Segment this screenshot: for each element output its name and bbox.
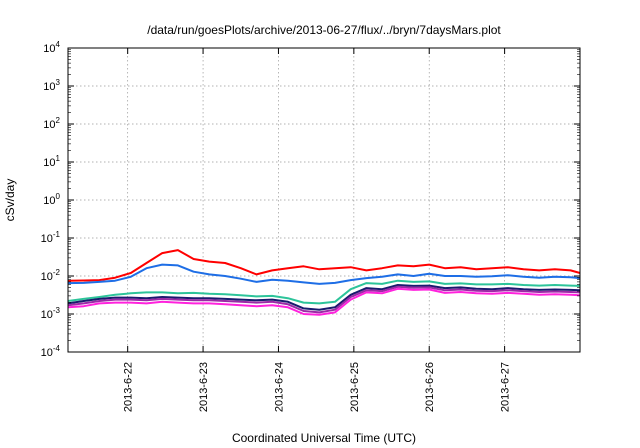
y-tick-base: 10 <box>41 271 53 283</box>
y-tick-exponent: 2 <box>56 116 61 125</box>
y-tick-exponent: -1 <box>53 230 61 239</box>
y-tick-exponent: 1 <box>56 154 61 163</box>
x-tick-label: 2013-6-24 <box>273 362 285 412</box>
y-tick-label: 10-1 <box>41 230 61 245</box>
y-tick-label: 104 <box>43 40 60 55</box>
y-tick-base: 10 <box>41 309 53 321</box>
series-line-3 <box>67 279 581 305</box>
grid-lines <box>68 48 580 352</box>
series-line-2 <box>67 263 581 285</box>
y-tick-base: 10 <box>43 157 55 169</box>
y-tick-exponent: -2 <box>53 268 61 277</box>
x-axis-label: Coordinated Universal Time (UTC) <box>232 431 416 445</box>
y-tick-base: 10 <box>43 43 55 55</box>
chart-title: /data/run/goesPlots/archive/2013-06-27/f… <box>147 23 501 37</box>
x-tick-label: 2013-6-22 <box>123 362 135 412</box>
y-axis-label: cSv/day <box>3 179 17 222</box>
y-tick-base: 10 <box>43 119 55 131</box>
y-tick-label: 102 <box>43 116 60 131</box>
y-tick-base: 10 <box>41 347 53 359</box>
series-line-5 <box>67 285 581 314</box>
y-tick-exponent: -4 <box>53 344 61 353</box>
series-line-6 <box>67 287 581 316</box>
series-line-1 <box>67 249 581 282</box>
series-lines <box>67 249 581 316</box>
y-tick-label: 10-2 <box>41 268 61 283</box>
series-line-4 <box>67 284 581 311</box>
y-tick-base: 10 <box>43 195 55 207</box>
x-tick-label: 2013-6-27 <box>500 362 512 412</box>
x-tick-label: 2013-6-25 <box>349 362 361 412</box>
y-tick-label: 103 <box>43 78 60 93</box>
axis-ticks: 10-410-310-210-11001011021031042013-6-22… <box>41 40 580 412</box>
y-tick-exponent: -3 <box>53 306 61 315</box>
y-tick-base: 10 <box>43 81 55 93</box>
y-tick-label: 100 <box>43 192 60 207</box>
x-tick-label: 2013-6-23 <box>198 362 210 412</box>
y-tick-exponent: 0 <box>56 192 61 201</box>
y-tick-exponent: 4 <box>56 40 61 49</box>
y-tick-label: 10-3 <box>41 306 61 321</box>
y-tick-label: 101 <box>43 154 60 169</box>
x-tick-label: 2013-6-26 <box>424 362 436 412</box>
y-tick-base: 10 <box>41 233 53 245</box>
y-tick-exponent: 3 <box>56 78 61 87</box>
y-tick-label: 10-4 <box>41 344 61 359</box>
